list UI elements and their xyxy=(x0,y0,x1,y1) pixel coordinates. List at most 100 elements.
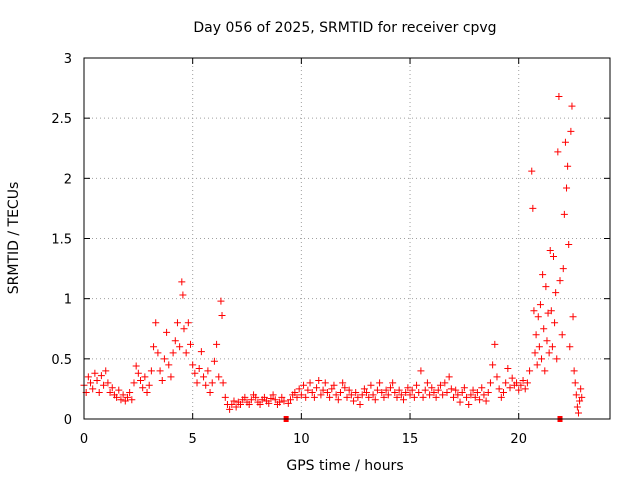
data-point xyxy=(528,167,536,175)
data-point xyxy=(308,389,316,397)
data-point xyxy=(521,385,529,393)
data-point xyxy=(354,393,362,401)
data-point xyxy=(463,393,471,401)
data-point xyxy=(376,379,384,387)
data-point xyxy=(356,401,364,409)
data-point xyxy=(293,393,301,401)
data-point xyxy=(371,396,379,404)
data-point xyxy=(554,148,562,156)
data-point xyxy=(378,389,386,397)
data-point xyxy=(549,253,557,261)
data-point xyxy=(217,297,225,305)
y-axis-label: SRMTID / TECUs xyxy=(6,182,22,295)
data-point xyxy=(538,355,546,363)
data-point xyxy=(323,389,331,397)
data-point xyxy=(291,389,299,397)
data-point xyxy=(546,247,554,255)
data-point xyxy=(180,325,188,333)
data-point xyxy=(215,373,223,381)
data-point xyxy=(252,393,260,401)
data-point xyxy=(553,355,561,363)
data-point xyxy=(397,391,405,399)
data-point xyxy=(408,386,416,394)
data-point xyxy=(169,349,177,357)
data-point xyxy=(91,369,99,377)
data-point xyxy=(428,384,436,392)
data-point xyxy=(108,384,116,392)
data-point xyxy=(208,379,216,387)
data-point xyxy=(93,376,101,384)
data-point xyxy=(260,393,268,401)
data-point xyxy=(139,384,147,392)
data-point xyxy=(306,379,314,387)
data-point xyxy=(267,395,275,403)
data-point xyxy=(363,389,371,397)
data-point xyxy=(441,379,449,387)
data-point xyxy=(380,393,388,401)
data-point xyxy=(489,361,497,369)
y-tick-label: 1.5 xyxy=(51,233,72,248)
data-point xyxy=(369,391,377,399)
data-point xyxy=(365,393,373,401)
data-point xyxy=(143,389,151,397)
data-point xyxy=(563,184,571,192)
data-point xyxy=(241,393,249,401)
data-point xyxy=(200,373,208,381)
data-point xyxy=(535,343,543,351)
data-point xyxy=(565,241,573,249)
data-point xyxy=(548,343,556,351)
data-point xyxy=(460,384,468,392)
data-point xyxy=(280,397,288,405)
x-tick-labels: 0 5 10 15 20 xyxy=(80,432,527,447)
data-point xyxy=(532,331,540,339)
data-point xyxy=(232,403,240,411)
data-point xyxy=(334,396,342,404)
data-point xyxy=(393,393,401,401)
data-point xyxy=(197,348,205,356)
data-point xyxy=(104,379,112,387)
data-point xyxy=(523,379,531,387)
data-point xyxy=(471,393,479,401)
data-point xyxy=(284,399,292,407)
data-point xyxy=(265,399,273,407)
data-point xyxy=(577,385,585,393)
data-point xyxy=(547,307,555,315)
x-tick-label: 0 xyxy=(80,432,88,447)
data-point xyxy=(478,384,486,392)
data-point xyxy=(504,364,512,372)
data-point xyxy=(154,349,162,357)
data-point xyxy=(517,381,525,389)
data-point xyxy=(491,340,499,348)
data-point xyxy=(276,398,284,406)
data-point xyxy=(117,396,125,404)
data-point xyxy=(271,396,279,404)
data-point xyxy=(150,343,158,351)
data-point xyxy=(519,376,527,384)
data-point xyxy=(358,391,366,399)
data-point xyxy=(423,379,431,387)
data-point xyxy=(542,283,550,291)
data-point xyxy=(465,401,473,409)
data-point xyxy=(100,381,108,389)
data-point xyxy=(230,397,238,405)
y-tick-label: 2 xyxy=(64,172,72,187)
data-point xyxy=(508,374,516,382)
data-point xyxy=(191,369,199,377)
data-point xyxy=(115,386,123,394)
data-point xyxy=(226,405,234,413)
data-point xyxy=(513,379,521,387)
data-point xyxy=(473,389,481,397)
data-point xyxy=(556,277,564,285)
data-point xyxy=(163,328,171,336)
data-point xyxy=(447,385,455,393)
data-point xyxy=(121,397,129,405)
data-point xyxy=(204,367,212,375)
data-point xyxy=(304,386,312,394)
data-point xyxy=(221,393,229,401)
data-point xyxy=(526,367,534,375)
data-point xyxy=(402,389,410,397)
data-point xyxy=(156,367,164,375)
x-tick-label: 5 xyxy=(189,432,197,447)
data-point xyxy=(326,393,334,401)
data-point xyxy=(173,319,181,327)
